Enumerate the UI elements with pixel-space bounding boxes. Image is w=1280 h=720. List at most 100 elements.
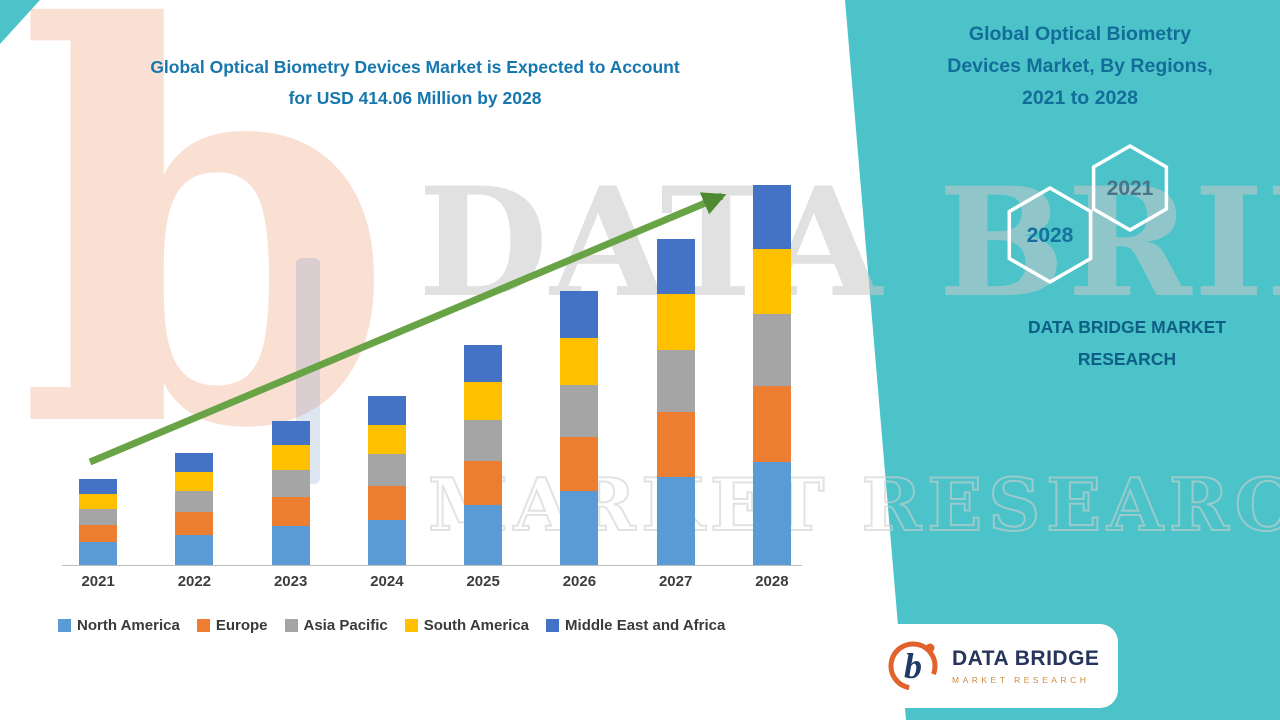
legend-swatch-asia-pacific [284, 619, 298, 632]
bar-segment-middle-east-and-africa-2023 [271, 421, 310, 445]
legend-item-south-america: South America [404, 617, 530, 634]
svg-text:b: b [904, 646, 922, 686]
legend-swatch-middle-east-and-africa [546, 619, 560, 632]
right-panel-title: Global Optical Biometry Devices Market, … [947, 23, 1213, 110]
bar-column-2024 [339, 175, 435, 565]
stacked-bar-2024 [367, 396, 406, 565]
x-axis-label-2022: 2022 [177, 573, 212, 590]
bar-segment-middle-east-and-africa-2028 [752, 185, 791, 249]
stacked-bar-2025 [464, 345, 503, 565]
legend-swatch-europe [196, 619, 210, 632]
stacked-bar-2021 [79, 479, 118, 565]
bar-segment-north-america-2026 [560, 491, 599, 565]
hexagon-2021-label: 2021 [1107, 177, 1154, 200]
bar-segment-europe-2027 [656, 412, 695, 477]
legend-swatch-south-america [404, 619, 418, 632]
bar-segment-asia-pacific-2028 [752, 314, 791, 386]
bar-column-2023 [243, 175, 339, 565]
brand-text: DATA BRIDGE MARKET RESEARCH [1028, 317, 1226, 369]
hexagon-2021 [1091, 143, 1169, 233]
bar-segment-europe-2025 [464, 461, 503, 505]
bar-segment-south-america-2027 [656, 294, 695, 350]
chart-title-line2: for USD 414.06 Million by 2028 [288, 87, 542, 108]
legend-item-middle-east-and-africa: Middle East and Africa [546, 617, 725, 634]
legend-item-europe: Europe [196, 617, 268, 634]
bar-segment-europe-2022 [175, 512, 214, 535]
bar-segment-south-america-2024 [367, 425, 406, 454]
chart-title: Global Optical Biometry Devices Market i… [0, 52, 830, 113]
bar-segment-middle-east-and-africa-2026 [560, 291, 599, 338]
legend-label-middle-east-and-africa: Middle East and Africa [565, 617, 726, 634]
x-axis-label-2024: 2024 [370, 573, 404, 590]
hexagon-2028-label: 2028 [1027, 224, 1074, 247]
bar-column-2028 [724, 175, 820, 565]
bar-segment-asia-pacific-2027 [656, 350, 695, 412]
stacked-bar-2022 [175, 453, 214, 565]
x-axis-label-2026: 2026 [562, 573, 597, 590]
bar-column-2025 [435, 175, 531, 565]
legend-label-south-america: South America [423, 617, 530, 634]
x-axis-label-2028: 2028 [755, 573, 789, 590]
stacked-bar-2026 [560, 291, 599, 565]
bar-segment-south-america-2026 [560, 338, 599, 385]
legend-item-asia-pacific: Asia Pacific [284, 617, 388, 634]
stacked-bar-2023 [271, 421, 310, 565]
stacked-bar-2027 [656, 239, 695, 565]
x-axis-label-2027: 2027 [658, 573, 693, 590]
bar-segment-south-america-2022 [175, 472, 214, 491]
legend-item-north-america: North America [58, 617, 180, 634]
bar-segment-north-america-2023 [271, 526, 310, 565]
bar-segment-middle-east-and-africa-2027 [656, 239, 695, 294]
bar-segment-middle-east-and-africa-2021 [79, 479, 118, 494]
bar-segment-asia-pacific-2026 [560, 385, 599, 437]
bar-segment-south-america-2021 [79, 494, 118, 509]
bar-segment-north-america-2024 [367, 520, 406, 565]
logo-tagline: MARKET RESEARCH [952, 675, 1090, 685]
bar-segment-europe-2028 [752, 386, 791, 462]
hexagon-2028 [1007, 185, 1093, 285]
logo-name: DATA BRIDGE [952, 647, 1100, 670]
bar-segment-asia-pacific-2025 [464, 420, 503, 461]
bar-segment-asia-pacific-2024 [367, 454, 406, 486]
bar-segment-north-america-2021 [79, 542, 118, 565]
bar-column-2021 [50, 175, 146, 565]
bar-segment-europe-2021 [79, 525, 118, 542]
bar-segment-north-america-2027 [656, 477, 695, 565]
bar-segment-europe-2024 [367, 486, 406, 520]
bar-segment-asia-pacific-2021 [79, 509, 118, 525]
bar-segment-south-america-2023 [271, 445, 310, 470]
year-hexagons: 2028 2021 [1007, 143, 1169, 285]
chart-title-line1: Global Optical Biometry Devices Market i… [150, 57, 680, 77]
bar-segment-south-america-2028 [752, 249, 791, 314]
bar-segment-north-america-2025 [464, 505, 503, 565]
bar-segment-europe-2023 [271, 497, 310, 526]
chart-legend: North America Europe Asia Pacific South Ame… [58, 617, 725, 634]
bar-column-2022 [146, 175, 242, 565]
legend-label-asia-pacific: Asia Pacific [303, 617, 388, 634]
logo-box: b DATA BRIDGE MARKET RESEARCH [868, 624, 1118, 708]
x-axis-label-2023: 2023 [273, 573, 308, 590]
legend-label-north-america: North America [77, 617, 180, 634]
bar-segment-middle-east-and-africa-2024 [367, 396, 406, 425]
bar-segment-europe-2026 [560, 437, 599, 491]
bar-chart [50, 175, 820, 565]
bar-segment-middle-east-and-africa-2022 [175, 453, 214, 472]
bar-segment-asia-pacific-2022 [175, 491, 214, 512]
bar-segment-north-america-2028 [752, 462, 791, 565]
bar-segment-north-america-2022 [175, 535, 214, 565]
bar-segment-asia-pacific-2023 [271, 470, 310, 497]
legend-swatch-north-america [58, 619, 71, 632]
bar-column-2027 [628, 175, 724, 565]
x-axis-label-2021: 2021 [81, 573, 115, 590]
legend-label-europe: Europe [215, 617, 268, 634]
x-axis-labels: 2021 2022 2023 2024 2025 2026 2027 2028 [50, 573, 820, 590]
x-axis-label-2025: 2025 [466, 573, 500, 590]
x-axis-line [62, 565, 802, 566]
stacked-bar-2028 [752, 185, 791, 565]
bar-segment-middle-east-and-africa-2025 [464, 345, 503, 382]
bar-column-2026 [531, 175, 627, 565]
databridge-logo-icon: b [888, 641, 938, 691]
bar-segment-south-america-2025 [464, 382, 503, 420]
